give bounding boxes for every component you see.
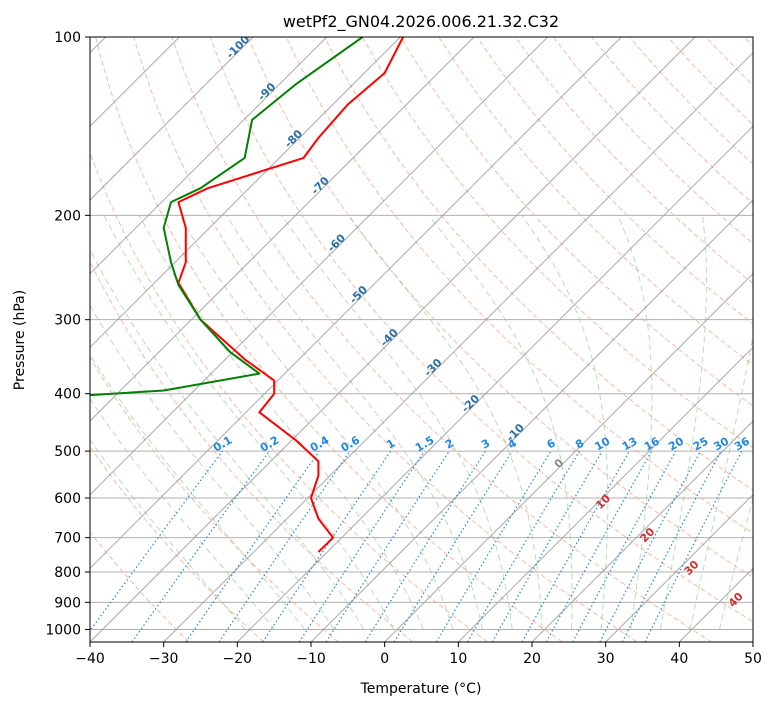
isotherm xyxy=(90,37,254,201)
y-tick-label: 900 xyxy=(54,595,81,611)
x-tick-label: −40 xyxy=(75,651,105,667)
x-tick-label: 20 xyxy=(523,651,541,667)
y-tick-label: 600 xyxy=(54,491,81,507)
mixing-ratio-line xyxy=(218,450,351,642)
moist-adiabat xyxy=(659,215,708,630)
dewpoint-profile xyxy=(90,37,364,397)
moist-adiabat xyxy=(90,439,246,630)
mixing-ratio-line xyxy=(325,450,450,642)
dry-adiabat xyxy=(209,37,753,623)
y-tick-label: 700 xyxy=(54,531,81,547)
isotherm xyxy=(90,37,622,570)
y-axis: 100 200 300 400 500 600 700 800 900 1000 xyxy=(45,30,90,638)
mixing-ratio-line xyxy=(545,450,653,642)
x-tick-label: −20 xyxy=(223,651,253,667)
dry-adiabat xyxy=(95,37,563,642)
x-tick-label: 30 xyxy=(597,651,615,667)
dry-adiabat xyxy=(400,37,753,407)
y-tick-label: 800 xyxy=(54,565,81,581)
isotherm xyxy=(90,37,475,422)
mixing-ratio-line xyxy=(521,450,631,642)
dry-adiabat xyxy=(514,37,753,285)
mixing-ratio-line xyxy=(393,450,513,642)
isotherm xyxy=(90,37,401,349)
dry-adiabat xyxy=(438,37,753,366)
dry-adiabat xyxy=(324,37,753,491)
y-tick-label: 400 xyxy=(54,387,81,403)
moist-adiabat xyxy=(348,214,543,630)
mixing-ratio-line xyxy=(90,450,223,632)
mixing-ratio-line xyxy=(298,450,425,642)
x-tick-label: −10 xyxy=(296,651,326,667)
moist-adiabat xyxy=(138,215,424,630)
dry-adiabat xyxy=(362,37,753,449)
x-tick-label: 10 xyxy=(449,651,467,667)
moist-adiabat xyxy=(90,304,335,630)
dry-adiabat xyxy=(133,37,638,642)
y-tick-label: 1000 xyxy=(45,622,81,638)
y-tick-label: 500 xyxy=(54,444,81,460)
x-tick-label: −30 xyxy=(149,651,179,667)
moist-adiabat xyxy=(225,215,483,630)
y-tick-label: 100 xyxy=(54,30,81,46)
plot-frame xyxy=(89,36,754,643)
x-axis: −40 −30 −20 −10 0 10 20 30 40 50 xyxy=(75,642,762,667)
isotherm xyxy=(457,346,753,642)
y-axis-title: Pressure (hPa) xyxy=(12,290,28,390)
dry-adiabat xyxy=(90,356,339,642)
isotherm xyxy=(90,37,328,275)
moist-adiabat xyxy=(90,397,276,630)
x-axis-title: Temperature (°C) xyxy=(360,681,482,697)
isotherm xyxy=(90,37,549,496)
x-tick-label: 50 xyxy=(744,651,762,667)
dry-adiabat xyxy=(90,531,190,642)
mixing-ratio-line xyxy=(644,450,743,642)
dry-adiabat xyxy=(171,37,712,642)
mixing-ratio-line xyxy=(572,450,677,642)
moist-adiabat xyxy=(90,248,365,630)
dry-adiabat xyxy=(90,151,488,642)
moist-adiabat xyxy=(90,353,305,630)
x-tick-label: 0 xyxy=(380,651,389,667)
chart-title: wetPf2_GN04.2026.006.21.32.C32 xyxy=(283,12,559,32)
isotherm xyxy=(310,199,753,642)
isotherm xyxy=(236,125,753,642)
moist-adiabat xyxy=(281,215,513,630)
isotherm xyxy=(163,51,753,642)
isotherm xyxy=(531,420,753,642)
x-tick-label: 40 xyxy=(670,651,688,667)
moist-adiabat xyxy=(617,215,653,630)
mixing-ratio-line xyxy=(131,450,270,642)
y-tick-label: 200 xyxy=(54,208,81,224)
isotherm xyxy=(605,493,753,642)
mixing-ratio-line xyxy=(185,450,320,642)
mixing-ratio-line xyxy=(262,450,392,642)
moist-adiabat xyxy=(428,214,573,630)
moist-adiabat xyxy=(103,215,394,630)
dry-adiabat xyxy=(90,445,264,642)
isotherm xyxy=(90,37,696,642)
temperature-profile xyxy=(177,37,404,553)
y-tick-label: 300 xyxy=(54,313,81,329)
moist-adiabat xyxy=(521,215,609,630)
moist-adiabat xyxy=(689,333,753,630)
isotherm xyxy=(384,272,753,642)
